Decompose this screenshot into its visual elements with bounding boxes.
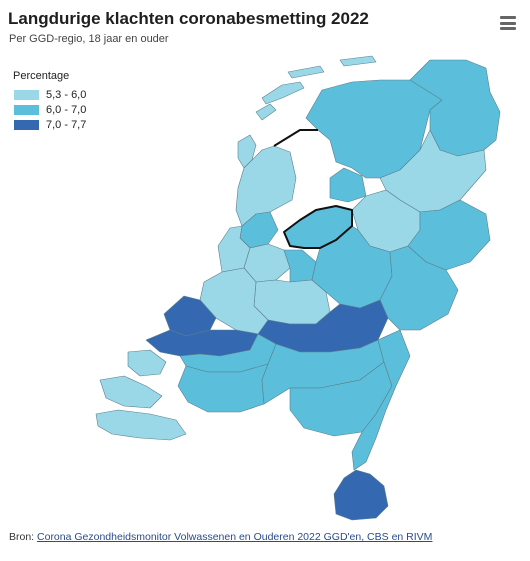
legend-item-mid[interactable]: 6,0 - 7,0: [13, 103, 86, 116]
source-link[interactable]: Corona Gezondheidsmonitor Volwassenen en…: [37, 531, 433, 543]
chart-subtitle: Per GGD-regio, 18 jaar en ouder: [9, 33, 169, 45]
chart-title: Langdurige klachten coronabesmetting 202…: [8, 9, 369, 28]
region-wadden-terschelling[interactable]: [261, 81, 305, 105]
legend-swatch-low: [13, 88, 40, 101]
region-zuid-limburg[interactable]: [333, 469, 389, 521]
legend-label-low: 5,3 - 6,0: [46, 88, 87, 101]
legend-item-low[interactable]: 5,3 - 6,0: [13, 88, 86, 101]
source-note: Bron: Corona Gezondheidsmonitor Volwasse…: [9, 531, 432, 543]
hamburger-menu-icon[interactable]: [500, 16, 516, 30]
region-noord-holland-noord[interactable]: [235, 145, 297, 227]
region-limburg-noord[interactable]: [351, 329, 411, 471]
region-zeeland-noord[interactable]: [127, 349, 167, 377]
region-wadden-ameland[interactable]: [287, 65, 325, 79]
region-noord-oost-gelderland[interactable]: [379, 245, 459, 331]
region-wadden-schiermonnikoog[interactable]: [339, 55, 377, 67]
legend-label-mid: 6,0 - 7,0: [46, 103, 87, 116]
legend-title: Percentage: [13, 70, 70, 82]
ijsselmeer-coastline: [283, 205, 353, 249]
legend-swatch-high: [13, 118, 40, 131]
legend-item-high[interactable]: 7,0 - 7,7: [13, 118, 86, 131]
region-zeeland-zuid[interactable]: [95, 409, 187, 441]
legend: Percentage 5,3 - 6,0 6,0 - 7,0 7,0 - 7,7: [13, 70, 86, 133]
legend-swatch-mid: [13, 103, 40, 116]
region-twente[interactable]: [407, 199, 491, 271]
region-wadden-vlieland[interactable]: [255, 103, 277, 121]
legend-label-high: 7,0 - 7,7: [46, 118, 87, 131]
afsluitdijk-line: [273, 129, 318, 147]
source-prefix: Bron:: [9, 531, 38, 543]
region-groningen[interactable]: [409, 59, 501, 157]
region-zeeland-midden[interactable]: [99, 375, 163, 409]
